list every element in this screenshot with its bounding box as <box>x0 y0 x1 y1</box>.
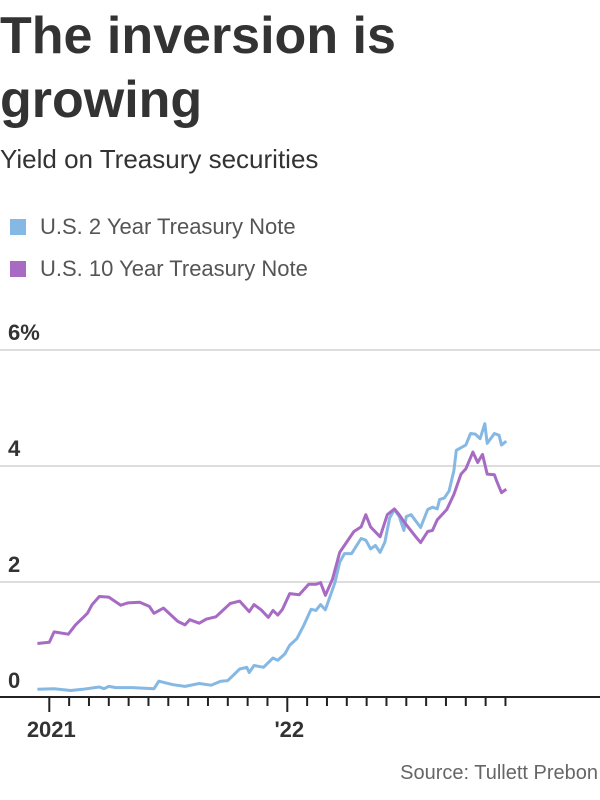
legend-swatch-2-year <box>10 219 26 235</box>
y-tick-label: 4 <box>8 436 21 461</box>
legend-item-2-year: U.S. 2 Year Treasury Note <box>10 214 296 240</box>
y-tick-label: 0 <box>8 668 20 693</box>
chart-title: The inversion is growing <box>0 7 396 129</box>
legend-swatch-10-year <box>10 261 26 277</box>
x-tick-label: 2021 <box>27 717 76 742</box>
y-tick-label: 2 <box>8 552 20 577</box>
legend-label-2-year: U.S. 2 Year Treasury Note <box>40 214 296 239</box>
legend-label-10-year: U.S. 10 Year Treasury Note <box>40 256 308 281</box>
y-tick-label: 6% <box>8 320 40 345</box>
chart-subtitle: Yield on Treasury securities <box>0 144 319 174</box>
series-line-10-year <box>37 450 508 645</box>
series-line-2-year <box>37 422 508 692</box>
x-tick-label: '22 <box>274 717 304 742</box>
source-note: Source: Tullett Prebon <box>400 762 598 784</box>
legend-item-10-year: U.S. 10 Year Treasury Note <box>10 256 308 282</box>
